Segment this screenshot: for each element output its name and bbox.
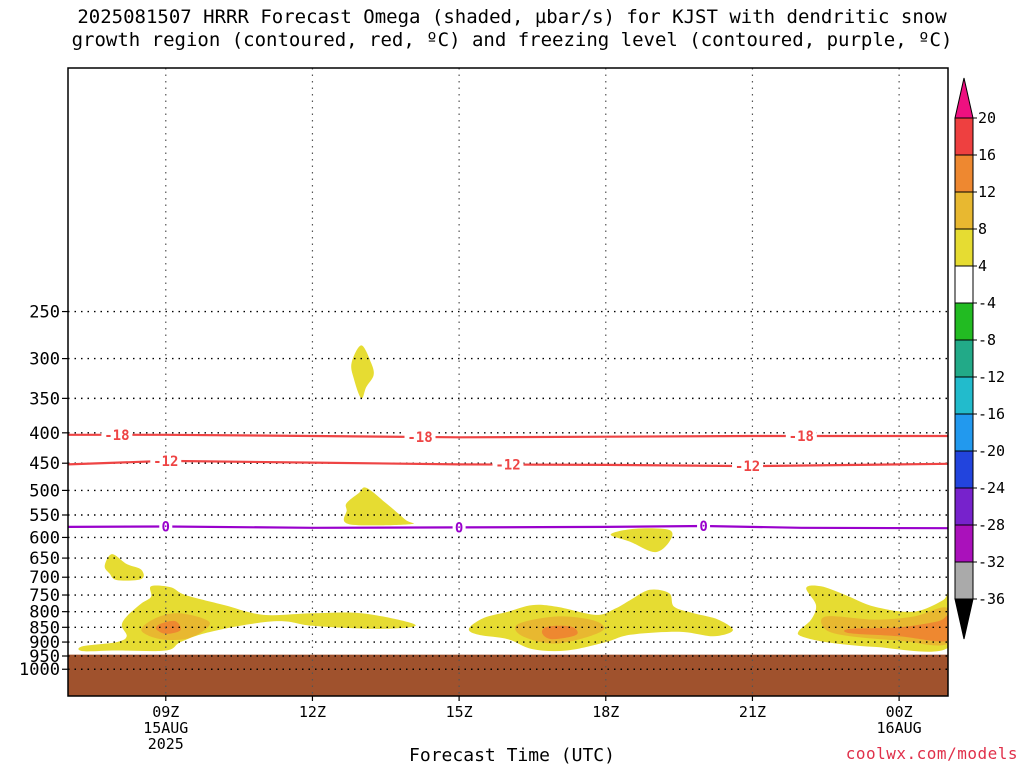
y-tick-label-450: 450 [29, 454, 60, 474]
colorbar-swatch-8 [954, 413, 974, 452]
source-credit: coolwx.com/models [845, 744, 1018, 763]
contour-label--18-2: -18 [789, 429, 814, 445]
colorbar-label-2: 12 [978, 183, 996, 201]
colorbar-label-10: -24 [978, 479, 1005, 497]
colorbar-swatch-10 [954, 487, 974, 526]
colorbar-label-5: -4 [978, 294, 996, 312]
omega-region-4-1 [343, 487, 415, 526]
colorbar-swatch-5 [954, 302, 974, 341]
y-tick-label-500: 500 [29, 481, 60, 501]
contour-label-bg--18-1 [404, 428, 436, 445]
colorbar-label-1: 16 [978, 146, 996, 164]
colorbar-bottom-arrow [954, 598, 974, 640]
colorbar-swatch-7 [954, 376, 974, 415]
y-tick-label-550: 550 [29, 506, 60, 526]
x-tick-label-24-1: 16AUG [877, 719, 922, 737]
contour-label--12-1: -12 [495, 458, 520, 474]
y-tick-label-650: 650 [29, 549, 60, 569]
contour-label-bg--18-2 [785, 428, 817, 445]
x-tick-label-9-2: 2025 [148, 735, 184, 753]
contour-label-bg--18-0 [101, 426, 133, 443]
colorbar-label-3: 8 [978, 220, 987, 238]
contour-label-bg-0-2 [697, 518, 711, 535]
plot-frame [67, 67, 949, 697]
colorbar-label-0: 20 [978, 109, 996, 127]
colorbar-label-9: -20 [978, 442, 1005, 460]
y-tick-label-950: 950 [29, 647, 60, 667]
contour-label-0-2: 0 [699, 519, 707, 535]
x-tick-label-24-0: 00Z [886, 703, 913, 721]
contour-label-bg--12-2 [732, 458, 764, 475]
x-tick-label-9-0: 09Z [152, 703, 179, 721]
colorbar-swatch-2 [954, 191, 974, 230]
contour-label-bg--12-1 [492, 456, 524, 473]
omega-region-12-10 [155, 620, 181, 634]
colorbar-swatch-11 [954, 524, 974, 563]
omega-shading [78, 345, 948, 652]
colorbar-label-8: -16 [978, 405, 1005, 423]
colorbar-label-13: -36 [978, 590, 1005, 608]
contour-label-bg-0-0 [159, 518, 173, 535]
colorbar-swatch-12 [954, 561, 974, 600]
colorbar-label-6: -8 [978, 331, 996, 349]
contour-label-bg-0-1 [452, 519, 466, 536]
y-tick-label-400: 400 [29, 424, 60, 444]
colorbar-swatch-1 [954, 154, 974, 193]
x-tick-label-12-0: 12Z [299, 703, 326, 721]
contour-line--18 [68, 433, 948, 439]
contour-label--12-2: -12 [735, 459, 760, 475]
contour-lines: -18 -18 -18 -12 -12 -12 0 0 0 [68, 426, 948, 536]
y-tick-label-750: 750 [29, 586, 60, 606]
ground-rect [68, 654, 948, 696]
contour-label-0-1: 0 [455, 520, 463, 536]
contour-label--18-0: -18 [104, 428, 129, 444]
colorbar-swatch-0 [954, 117, 974, 156]
colorbar-label-4: 4 [978, 257, 987, 275]
x-axis-label: Forecast Time (UTC) [409, 745, 615, 766]
y-tick-label-800: 800 [29, 603, 60, 623]
omega-region-4-2 [104, 554, 144, 581]
contour-label--12-0: -12 [153, 454, 178, 470]
y-tick-label-900: 900 [29, 633, 60, 653]
contour-label-bg--12-0 [150, 452, 182, 469]
omega-region-12-12 [844, 615, 948, 642]
colorbar-swatch-3 [954, 228, 974, 267]
y-tick-label-250: 250 [29, 303, 60, 323]
title-line-1: 2025081507 HRRR Forecast Omega (shaded, … [77, 6, 947, 28]
colorbar-swatch-6 [954, 339, 974, 378]
x-tick-label-18-0: 18Z [592, 703, 619, 721]
x-tick-label-21-0: 21Z [739, 703, 766, 721]
y-tick-label-700: 700 [29, 568, 60, 588]
omega-region-4-3 [610, 528, 673, 553]
colorbar-label-12: -32 [978, 553, 1005, 571]
colorbar-label-7: -12 [978, 368, 1005, 386]
chart-title: 2025081507 HRRR Forecast Omega (shaded, … [0, 6, 1024, 52]
y-tick-label-850: 850 [29, 618, 60, 638]
y-tick-label-1000: 1000 [19, 660, 60, 680]
colorbar-label-11: -28 [978, 516, 1005, 534]
colorbar-swatch-4 [954, 265, 974, 304]
grid-lines [68, 68, 948, 696]
y-tick-label-600: 600 [29, 528, 60, 548]
contour-label--18-1: -18 [407, 430, 432, 446]
colorbar: 20 16 12 8 4 -4 -8 -12 -16 -20 -24 -28 -32 -36 [954, 77, 1005, 640]
x-tick-label-9-1: 15AUG [143, 719, 188, 737]
axes: 2503003504004505005506006507007508008509… [19, 67, 949, 753]
y-tick-label-300: 300 [29, 350, 60, 370]
colorbar-top-arrow [954, 77, 974, 119]
omega-region-4-4 [78, 585, 416, 652]
omega-region-12-11 [541, 625, 578, 640]
y-tick-label-350: 350 [29, 389, 60, 409]
x-tick-label-15-0: 15Z [446, 703, 473, 721]
ground-layer [68, 654, 948, 696]
contour-line-0 [68, 524, 948, 530]
omega-region-4-0 [351, 345, 374, 399]
title-line-2: growth region (contoured, red, ºC) and f… [71, 29, 953, 51]
contour-label-0-0: 0 [162, 519, 170, 535]
colorbar-swatch-9 [954, 450, 974, 489]
